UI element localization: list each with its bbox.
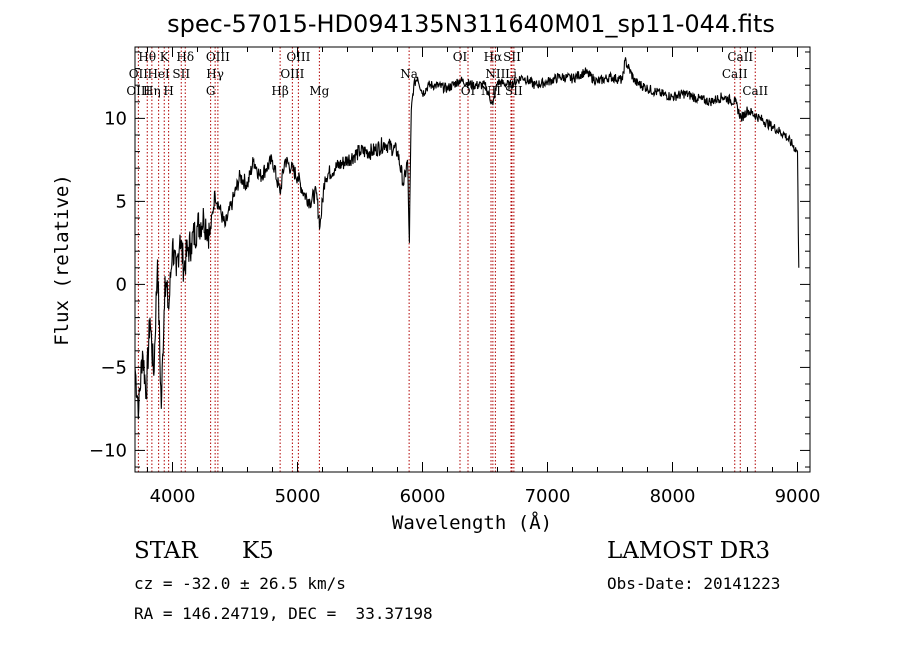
line-label-sii: SII <box>505 84 523 98</box>
y-tick-label: 0 <box>116 274 127 295</box>
x-tick-label: 7000 <box>525 486 571 507</box>
x-tick-label: 5000 <box>275 486 321 507</box>
coordinates: RA = 146.24719, DEC = 33.37198 <box>134 604 433 623</box>
line-label-hδ: Hδ <box>176 50 194 64</box>
line-label-sii: SII <box>172 67 190 81</box>
x-tick-label: 6000 <box>400 486 446 507</box>
x-axis-label: Wavelength (Å) <box>392 511 552 534</box>
x-tick-label: 9000 <box>775 486 821 507</box>
line-label-hβ: Hβ <box>271 84 288 98</box>
line-label-hη: Hη <box>143 84 161 98</box>
line-label-caii: CaII <box>742 84 768 98</box>
survey-name: LAMOST DR3 <box>607 538 771 564</box>
y-tick-label: 10 <box>104 108 127 129</box>
line-label-oii: OII <box>129 67 149 81</box>
plot-frame <box>134 46 811 473</box>
line-label-g: G <box>206 84 216 98</box>
line-label-oiii: OIII <box>206 50 230 64</box>
object-class: STAR <box>134 538 198 564</box>
line-label-oiii: OIII <box>126 84 150 98</box>
line-label-nii: NII <box>485 67 505 81</box>
line-label-sii: SII <box>503 50 521 64</box>
line-label-li: Li <box>505 67 517 81</box>
line-label-h: H <box>163 84 173 98</box>
chart-title: spec-57015-HD094135N311640M01_sp11-044.f… <box>167 10 775 38</box>
line-label-oi: OI <box>453 50 468 64</box>
y-tick-label: −10 <box>89 440 127 461</box>
y-tick-label: −5 <box>100 357 127 378</box>
line-label-oiii: OIII <box>280 67 304 81</box>
line-label-nii: NII <box>481 84 501 98</box>
x-tick-label: 4000 <box>150 486 196 507</box>
line-label-caii: CaII <box>722 67 748 81</box>
x-axis: 4000 5000 6000 7000 8000 9000 <box>147 47 821 507</box>
line-label-na: Na <box>400 67 418 81</box>
line-label-mg: Mg <box>309 84 329 98</box>
line-label-k: K <box>160 50 170 64</box>
redshift-readout: cz = -32.0 ± 26.5 km/s <box>134 574 346 593</box>
line-label-caii: CaII <box>727 50 753 64</box>
line-label-hθ: Hθ <box>138 50 156 64</box>
emission-line-markers <box>137 47 756 472</box>
y-axis: −10 −5 0 5 10 <box>89 51 810 468</box>
y-axis-label: Flux (relative) <box>51 174 73 346</box>
line-label-hα: Hα <box>484 50 503 64</box>
emission-line-labels: Hθ OII OIII K HeI Hη Hδ SII H OIII Hγ G OIII OIII Hβ Mg… <box>126 50 768 98</box>
y-tick-label: 5 <box>116 191 127 212</box>
spectrum-series-line <box>134 57 800 420</box>
object-subclass: K5 <box>242 538 274 564</box>
x-tick-label: 8000 <box>650 486 696 507</box>
line-label-oiii: OIII <box>286 50 310 64</box>
obs-date: Obs-Date: 20141223 <box>607 574 781 593</box>
line-label-hγ: Hγ <box>206 67 224 81</box>
line-label-hei: HeI <box>147 67 170 81</box>
